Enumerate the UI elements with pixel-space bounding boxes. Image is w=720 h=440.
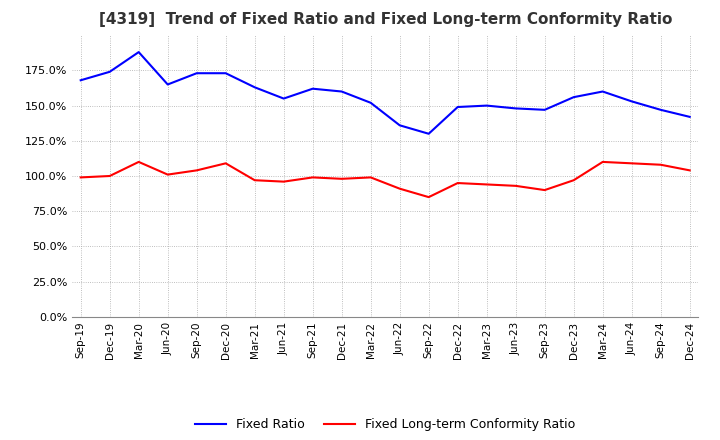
Fixed Ratio bbox=[221, 70, 230, 76]
Fixed Ratio bbox=[424, 131, 433, 136]
Fixed Ratio bbox=[192, 70, 201, 76]
Fixed Long-term Conformity Ratio bbox=[192, 168, 201, 173]
Fixed Long-term Conformity Ratio bbox=[570, 178, 578, 183]
Fixed Long-term Conformity Ratio bbox=[76, 175, 85, 180]
Fixed Long-term Conformity Ratio bbox=[279, 179, 288, 184]
Fixed Long-term Conformity Ratio bbox=[395, 186, 404, 191]
Fixed Ratio bbox=[570, 95, 578, 100]
Fixed Ratio bbox=[135, 49, 143, 55]
Fixed Long-term Conformity Ratio bbox=[308, 175, 317, 180]
Fixed Ratio bbox=[279, 96, 288, 101]
Fixed Ratio bbox=[308, 86, 317, 92]
Fixed Ratio bbox=[105, 69, 114, 74]
Fixed Ratio bbox=[657, 107, 665, 113]
Fixed Ratio bbox=[627, 99, 636, 104]
Fixed Long-term Conformity Ratio bbox=[511, 183, 520, 188]
Fixed Ratio bbox=[454, 104, 462, 110]
Legend: Fixed Ratio, Fixed Long-term Conformity Ratio: Fixed Ratio, Fixed Long-term Conformity … bbox=[190, 413, 580, 436]
Fixed Long-term Conformity Ratio bbox=[541, 187, 549, 193]
Fixed Long-term Conformity Ratio bbox=[105, 173, 114, 179]
Fixed Ratio bbox=[511, 106, 520, 111]
Fixed Long-term Conformity Ratio bbox=[251, 178, 259, 183]
Fixed Ratio bbox=[541, 107, 549, 113]
Fixed Ratio bbox=[598, 89, 607, 94]
Fixed Long-term Conformity Ratio bbox=[135, 159, 143, 165]
Fixed Ratio bbox=[685, 114, 694, 120]
Fixed Ratio bbox=[395, 123, 404, 128]
Fixed Ratio bbox=[482, 103, 491, 108]
Fixed Long-term Conformity Ratio bbox=[627, 161, 636, 166]
Line: Fixed Long-term Conformity Ratio: Fixed Long-term Conformity Ratio bbox=[81, 162, 690, 197]
Fixed Ratio bbox=[366, 100, 375, 106]
Fixed Ratio bbox=[76, 77, 85, 83]
Fixed Long-term Conformity Ratio bbox=[657, 162, 665, 167]
Fixed Ratio bbox=[163, 82, 172, 87]
Fixed Long-term Conformity Ratio bbox=[454, 180, 462, 186]
Line: Fixed Ratio: Fixed Ratio bbox=[81, 52, 690, 134]
Fixed Ratio bbox=[251, 84, 259, 90]
Fixed Long-term Conformity Ratio bbox=[338, 176, 346, 181]
Fixed Long-term Conformity Ratio bbox=[598, 159, 607, 165]
Fixed Long-term Conformity Ratio bbox=[366, 175, 375, 180]
Title: [4319]  Trend of Fixed Ratio and Fixed Long-term Conformity Ratio: [4319] Trend of Fixed Ratio and Fixed Lo… bbox=[99, 12, 672, 27]
Fixed Long-term Conformity Ratio bbox=[482, 182, 491, 187]
Fixed Long-term Conformity Ratio bbox=[424, 194, 433, 200]
Fixed Long-term Conformity Ratio bbox=[685, 168, 694, 173]
Fixed Ratio bbox=[338, 89, 346, 94]
Fixed Long-term Conformity Ratio bbox=[221, 161, 230, 166]
Fixed Long-term Conformity Ratio bbox=[163, 172, 172, 177]
